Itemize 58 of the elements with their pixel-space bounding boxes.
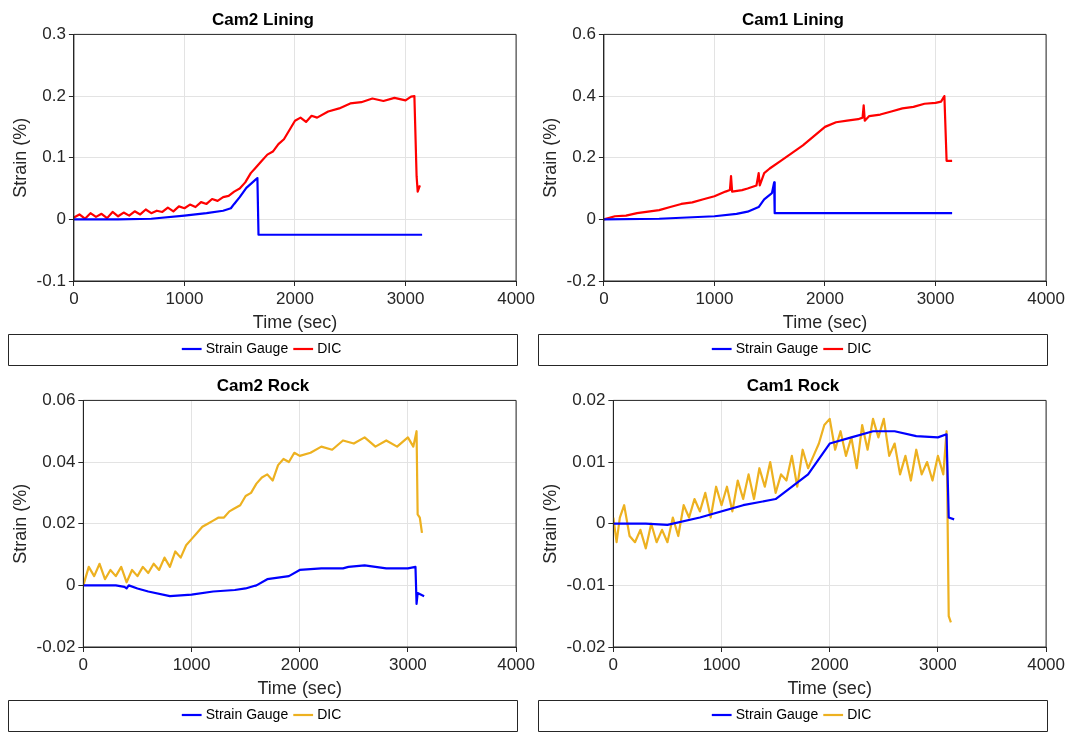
- x-tick-label: 3000: [918, 654, 957, 674]
- y-tick-label: 0.04: [42, 451, 76, 471]
- y-tick-label: 0.01: [572, 451, 606, 471]
- x-axis-title: Time (sec): [257, 678, 342, 699]
- x-tick-label: 3000: [388, 654, 427, 674]
- legend-label: DIC: [317, 339, 342, 356]
- y-tick-label: 0.2: [42, 85, 66, 105]
- x-tick-label: 4000: [1027, 288, 1065, 308]
- x-tick-label: 4000: [497, 654, 535, 674]
- y-tick-label: -0.1: [36, 270, 66, 290]
- chart-title: Cam1 Rock: [746, 375, 840, 395]
- legend-label: Strain Gauge: [735, 705, 819, 722]
- y-tick-label: 0.4: [572, 85, 596, 105]
- x-axis-title: Time (sec): [787, 678, 872, 699]
- y-tick-label: 0.06: [42, 390, 76, 410]
- x-tick-label: 2000: [280, 654, 319, 674]
- x-tick-label: 1000: [695, 288, 734, 308]
- y-axis-title: Strain (%): [9, 483, 30, 564]
- y-tick-label: 0.1: [42, 147, 66, 167]
- y-tick-label: 0.02: [572, 390, 606, 410]
- y-tick-label: -0.02: [566, 636, 606, 656]
- y-tick-label: -0.01: [566, 575, 606, 595]
- x-tick-label: 2000: [810, 654, 849, 674]
- x-tick-label: 3000: [916, 288, 955, 308]
- x-tick-label: 0: [608, 654, 619, 674]
- y-tick-label: 0.3: [42, 24, 66, 44]
- x-tick-label: 4000: [497, 288, 535, 308]
- legend-label: Strain Gauge: [205, 339, 289, 356]
- y-tick-label: 0.2: [572, 147, 596, 167]
- chart-title: Cam1 Lining: [741, 9, 845, 29]
- y-tick-label: 0: [586, 209, 596, 229]
- x-tick-label: 0: [78, 654, 89, 674]
- y-tick-label: -0.02: [36, 636, 76, 656]
- x-tick-label: 1000: [165, 288, 204, 308]
- x-tick-label: 2000: [276, 288, 314, 308]
- y-tick-label: -0.2: [566, 270, 596, 290]
- y-tick-label: 0: [56, 209, 66, 229]
- x-axis-title: Time (sec): [782, 312, 868, 333]
- y-tick-label: 0: [65, 575, 76, 595]
- y-axis-title: Strain (%): [539, 117, 560, 198]
- y-tick-label: 0.6: [572, 24, 596, 44]
- chart-title: Cam2 Rock: [216, 375, 310, 395]
- legend-label: DIC: [847, 705, 872, 722]
- x-tick-label: 3000: [386, 288, 425, 308]
- y-tick-label: 0.02: [42, 513, 76, 533]
- x-tick-label: 4000: [1027, 654, 1065, 674]
- y-axis-title: Strain (%): [539, 483, 560, 564]
- x-axis-title: Time (sec): [252, 312, 338, 333]
- x-tick-label: 1000: [702, 654, 741, 674]
- x-tick-label: 1000: [172, 654, 211, 674]
- x-tick-label: 2000: [806, 288, 844, 308]
- legend-label: DIC: [317, 705, 342, 722]
- chart-title: Cam2 Lining: [211, 9, 315, 29]
- legend-label: DIC: [847, 339, 872, 356]
- legend-label: Strain Gauge: [205, 705, 289, 722]
- y-axis-title: Strain (%): [9, 117, 30, 198]
- y-tick-label: 0: [595, 513, 606, 533]
- legend-label: Strain Gauge: [735, 339, 819, 356]
